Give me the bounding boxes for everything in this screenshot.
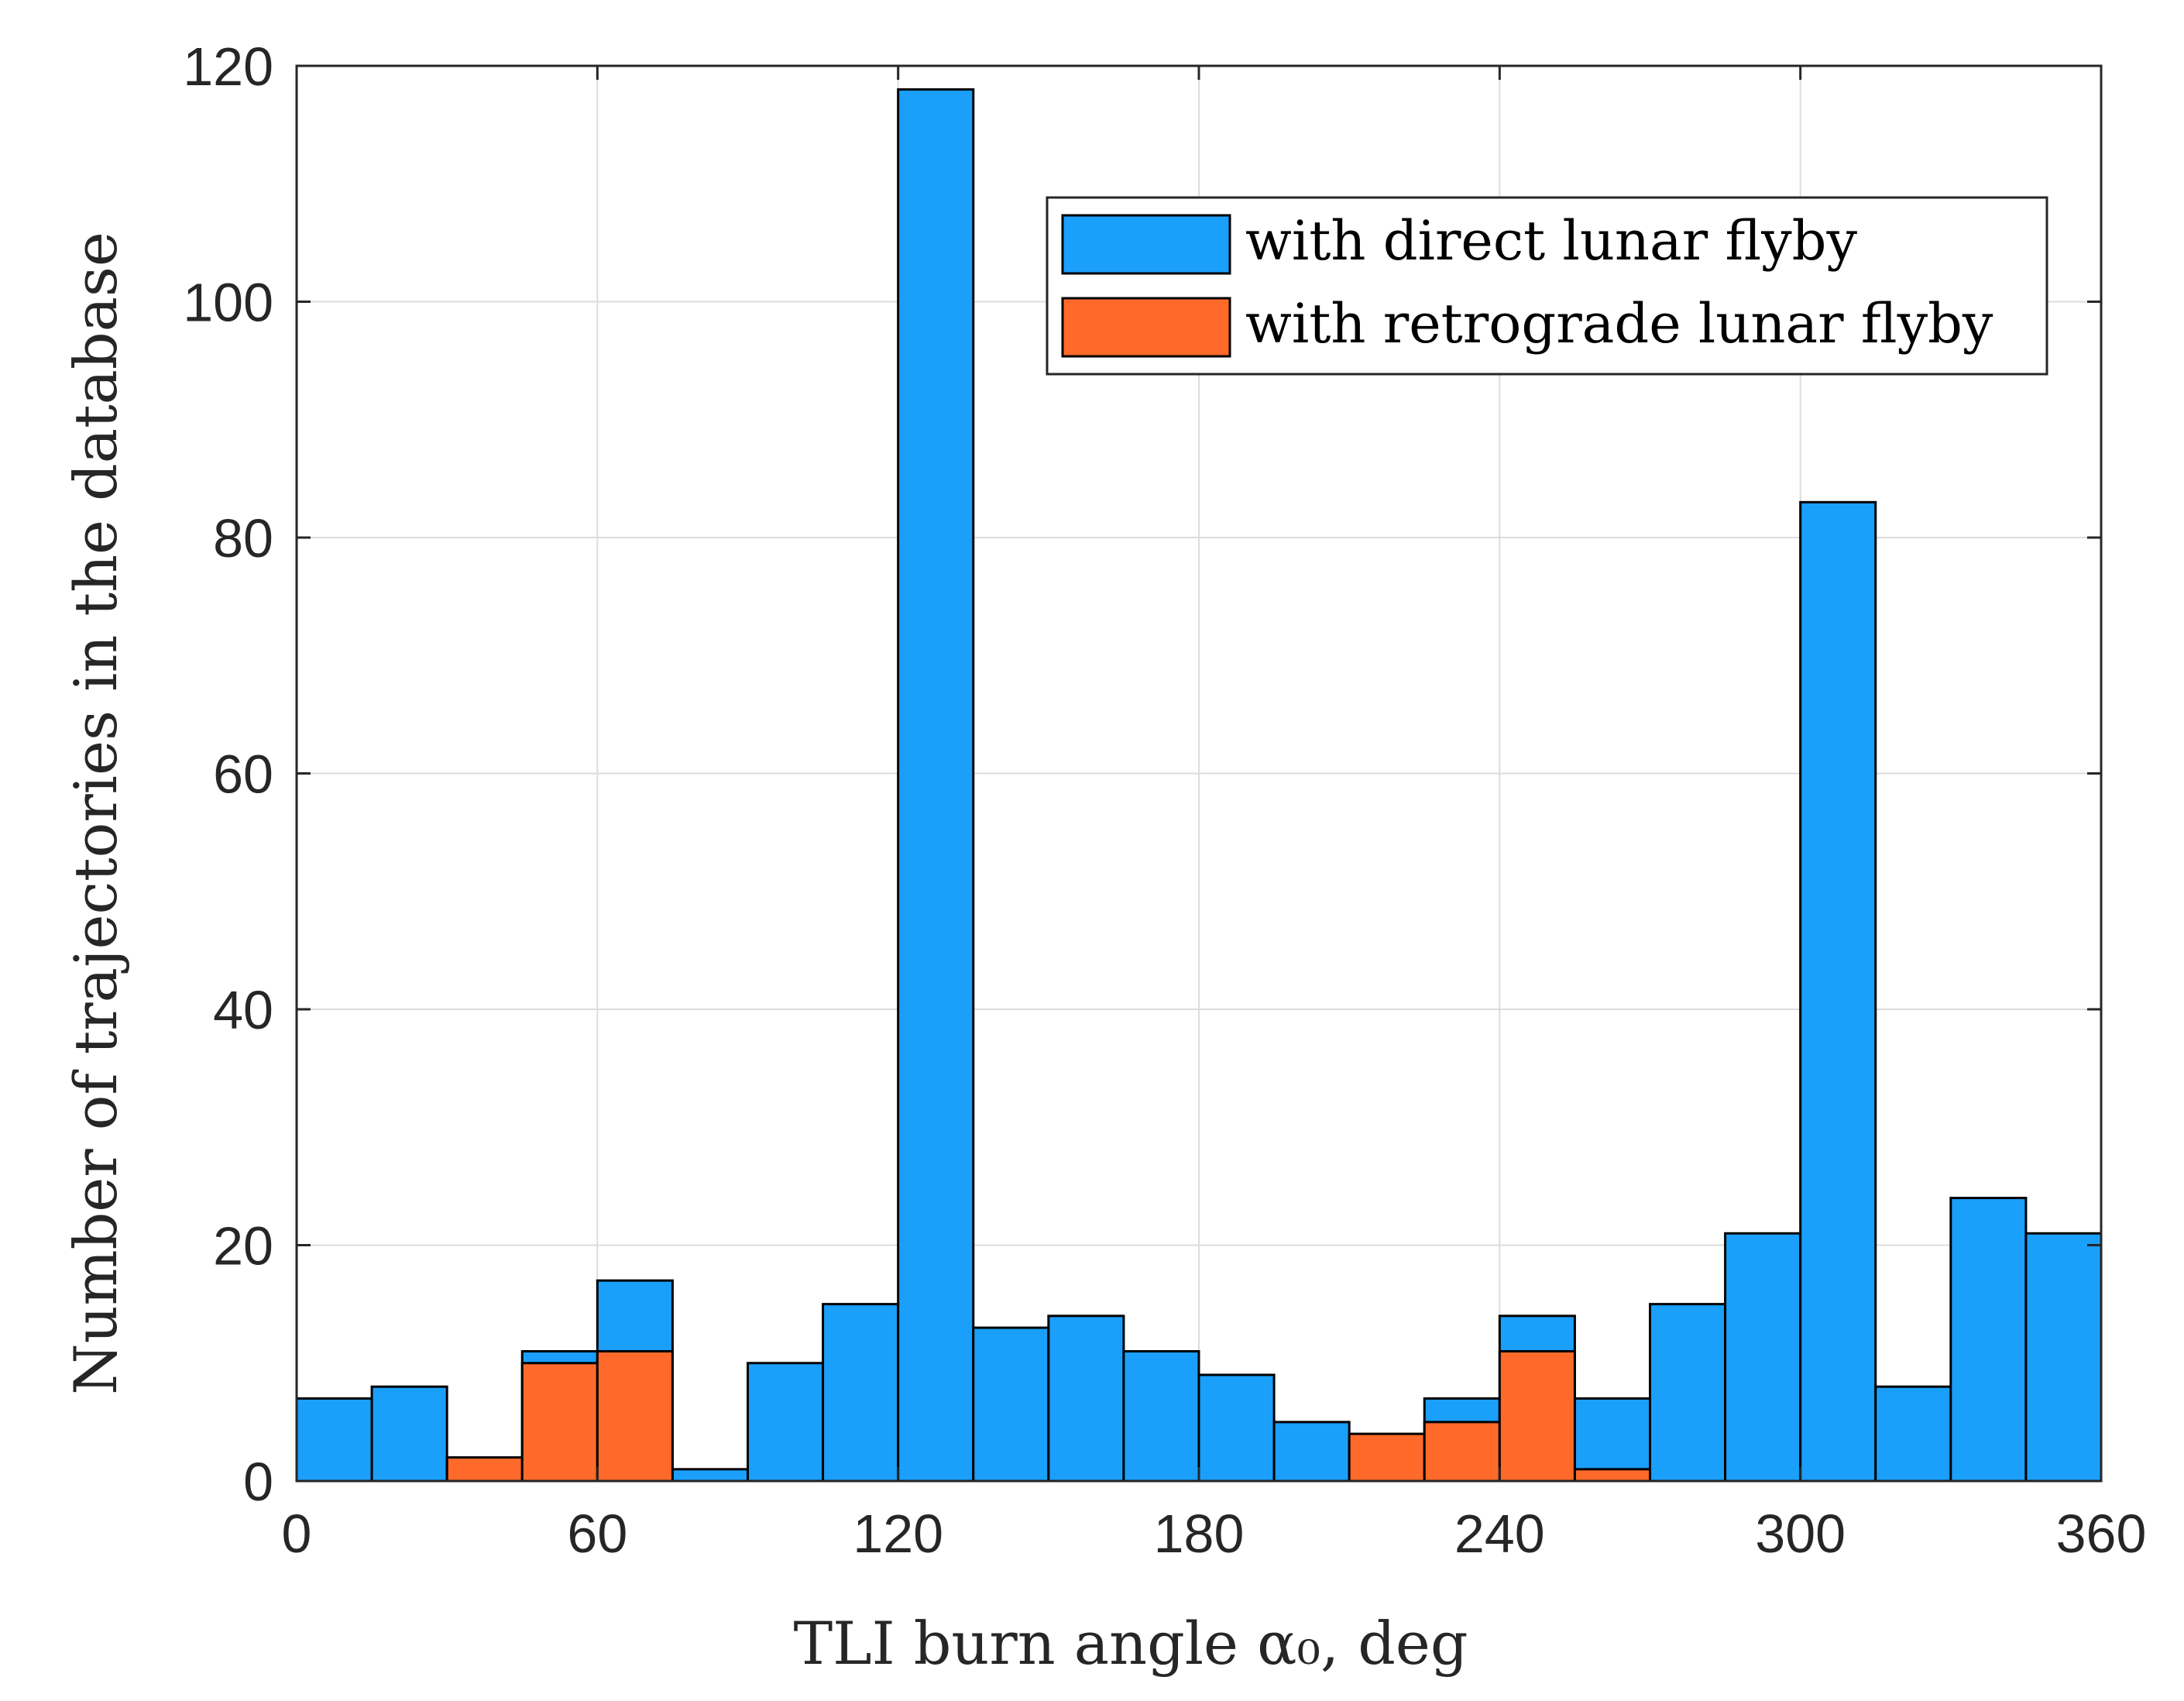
bars	[295, 88, 2103, 1483]
x-axis-title: TLI burn angle α₀, deg	[793, 1609, 1468, 1678]
bar-direct-135	[972, 1326, 1050, 1483]
legend-label-direct: with direct lunar flyby	[1245, 209, 1857, 273]
bar-direct-315	[1874, 1385, 1952, 1483]
y-tick-label: 60	[213, 744, 273, 805]
x-tick-label: 0	[282, 1503, 312, 1564]
bar-direct-180	[1197, 1373, 1276, 1483]
bar-direct-270	[1649, 1303, 1727, 1483]
bar-retrograde-30	[445, 1456, 524, 1483]
y-tick-label: 20	[213, 1216, 273, 1277]
bar-direct-90	[747, 1362, 825, 1483]
bar-direct-330	[1949, 1197, 2028, 1483]
bar-direct-345	[2024, 1232, 2103, 1483]
bar-direct-120	[897, 88, 975, 1483]
legend-swatch-direct	[1061, 214, 1231, 275]
axes	[295, 64, 2103, 1483]
bar-direct-150	[1047, 1314, 1125, 1483]
bar-direct-195	[1272, 1421, 1351, 1483]
legend: with direct lunar flyby with retrograde …	[1046, 196, 2048, 376]
y-tick-label: 120	[183, 36, 273, 97]
bar-retrograde-240	[1498, 1350, 1576, 1483]
x-tick-label: 360	[2056, 1503, 2147, 1564]
y-tick-label: 40	[213, 980, 273, 1040]
x-tick-label: 180	[1154, 1503, 1245, 1564]
y-tick-label: 100	[183, 273, 273, 333]
bar-retrograde-255	[1573, 1468, 1651, 1483]
y-tick-label: 80	[213, 508, 273, 569]
bar-direct-165	[1122, 1350, 1200, 1483]
bar-direct-105	[822, 1303, 900, 1483]
bar-direct-75	[671, 1468, 750, 1483]
tick-labels: 0 60 120 180 240 300 360 0 20 40 60 80 100 120	[183, 36, 2146, 1564]
bar-direct-0	[295, 1397, 373, 1483]
bar-retrograde-225	[1423, 1421, 1501, 1483]
bar-direct-285	[1724, 1232, 1802, 1483]
bar-direct-15	[370, 1385, 448, 1483]
x-tick-label: 300	[1755, 1503, 1846, 1564]
y-axis-title: Number of trajectories in the database	[61, 232, 130, 1395]
x-tick-label: 60	[567, 1503, 627, 1564]
x-tick-label: 120	[853, 1503, 943, 1564]
bar-retrograde-45	[520, 1362, 599, 1483]
bar-retrograde-60	[596, 1350, 674, 1483]
y-tick-label: 0	[243, 1452, 273, 1512]
legend-label-retrograde: with retrograde lunar flyby	[1245, 292, 1993, 356]
x-tick-label: 240	[1454, 1503, 1545, 1564]
bar-retrograde-210	[1348, 1432, 1426, 1483]
bar-direct-300	[1799, 500, 1877, 1483]
legend-swatch-retrograde	[1061, 297, 1231, 358]
